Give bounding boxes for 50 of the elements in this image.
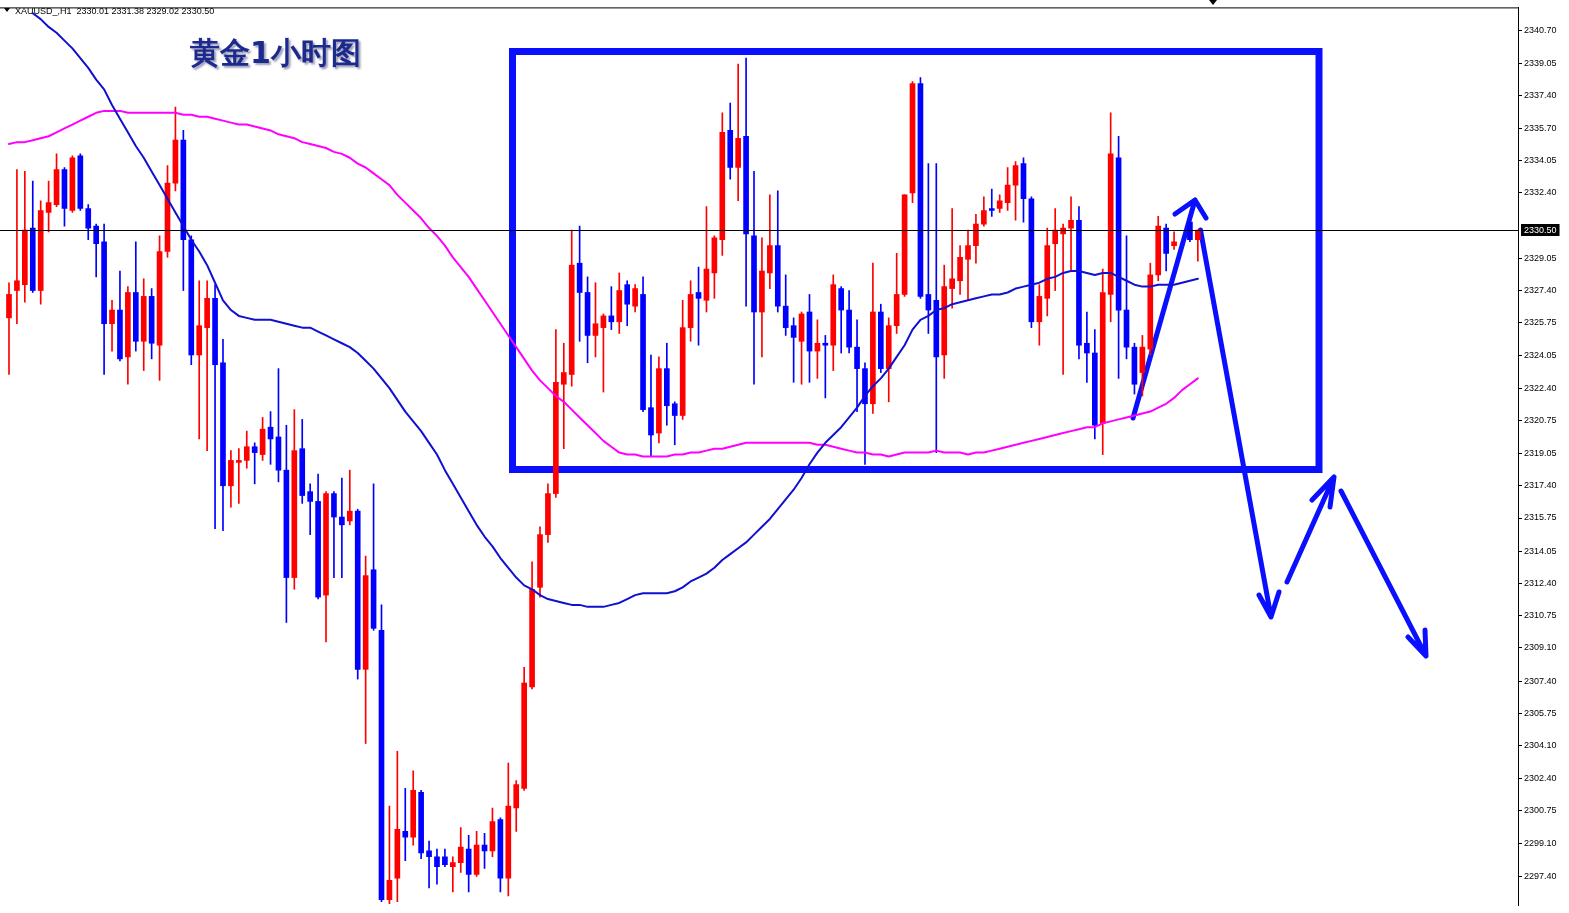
candlestick — [1084, 311, 1090, 383]
y-tick-label: 2304.10 — [1524, 739, 1557, 750]
candlestick — [735, 63, 741, 202]
candlestick — [450, 856, 456, 893]
ref-line-label: 2330.50 — [1524, 224, 1557, 235]
y-tick-label: 2312.40 — [1524, 577, 1557, 588]
candlestick — [236, 448, 242, 504]
y-tick-label: 2299.10 — [1524, 837, 1557, 848]
candlestick — [560, 342, 567, 450]
y-tick-label: 2309.10 — [1524, 642, 1557, 653]
y-tick-label: 2315.75 — [1524, 512, 1557, 523]
y-tick-label: 2297.40 — [1524, 870, 1557, 881]
candlestick — [6, 282, 12, 375]
annotation: XAUUSD_,H1 2330.01 2331.38 2329.02 2330.50 — [15, 6, 215, 17]
y-tick-label: 2332.40 — [1524, 187, 1557, 198]
y-tick-label: 2324.05 — [1524, 350, 1557, 361]
candlestick — [933, 163, 940, 453]
y-tick-label: 2325.75 — [1524, 317, 1557, 328]
y-tick-label: 2305.75 — [1524, 707, 1557, 718]
candlestick — [204, 280, 210, 451]
y-tick-label: 2302.40 — [1524, 773, 1557, 784]
y-tick-label: 2310.75 — [1524, 610, 1557, 621]
text: 黄金1小时图 — [190, 35, 361, 71]
y-tick-label: 2322.40 — [1524, 382, 1557, 393]
candlestick — [965, 229, 971, 301]
candlestick — [1068, 196, 1074, 272]
y-tick-label: 2307.40 — [1524, 675, 1557, 686]
y-tick-label: 2335.70 — [1524, 122, 1557, 133]
y-tick-label: 2339.05 — [1524, 57, 1557, 68]
candlestick — [949, 208, 955, 309]
candlestick — [988, 188, 995, 217]
candlestick — [14, 169, 20, 325]
y-tick-label: 2334.05 — [1524, 155, 1557, 166]
y-tick-label: 2314.05 — [1524, 545, 1557, 556]
candlestick — [196, 280, 203, 440]
y-tick-label: 2329.05 — [1524, 252, 1557, 263]
y-tick-label: 2320.75 — [1524, 414, 1557, 425]
y-tick-label: 2327.40 — [1524, 285, 1557, 296]
candlestick — [1052, 208, 1059, 291]
candlestick — [251, 442, 258, 485]
candlestick — [339, 477, 345, 578]
y-tick-label: 2337.40 — [1524, 89, 1557, 100]
y-tick-label: 2317.40 — [1524, 480, 1557, 491]
candlestick — [307, 483, 313, 535]
candlestick — [426, 840, 432, 889]
y-tick-label: 2319.05 — [1524, 448, 1557, 459]
candlestick — [346, 469, 353, 526]
y-tick-label: 2340.70 — [1524, 25, 1557, 36]
y-tick-label: 2300.75 — [1524, 805, 1557, 816]
candlestick — [402, 788, 409, 862]
